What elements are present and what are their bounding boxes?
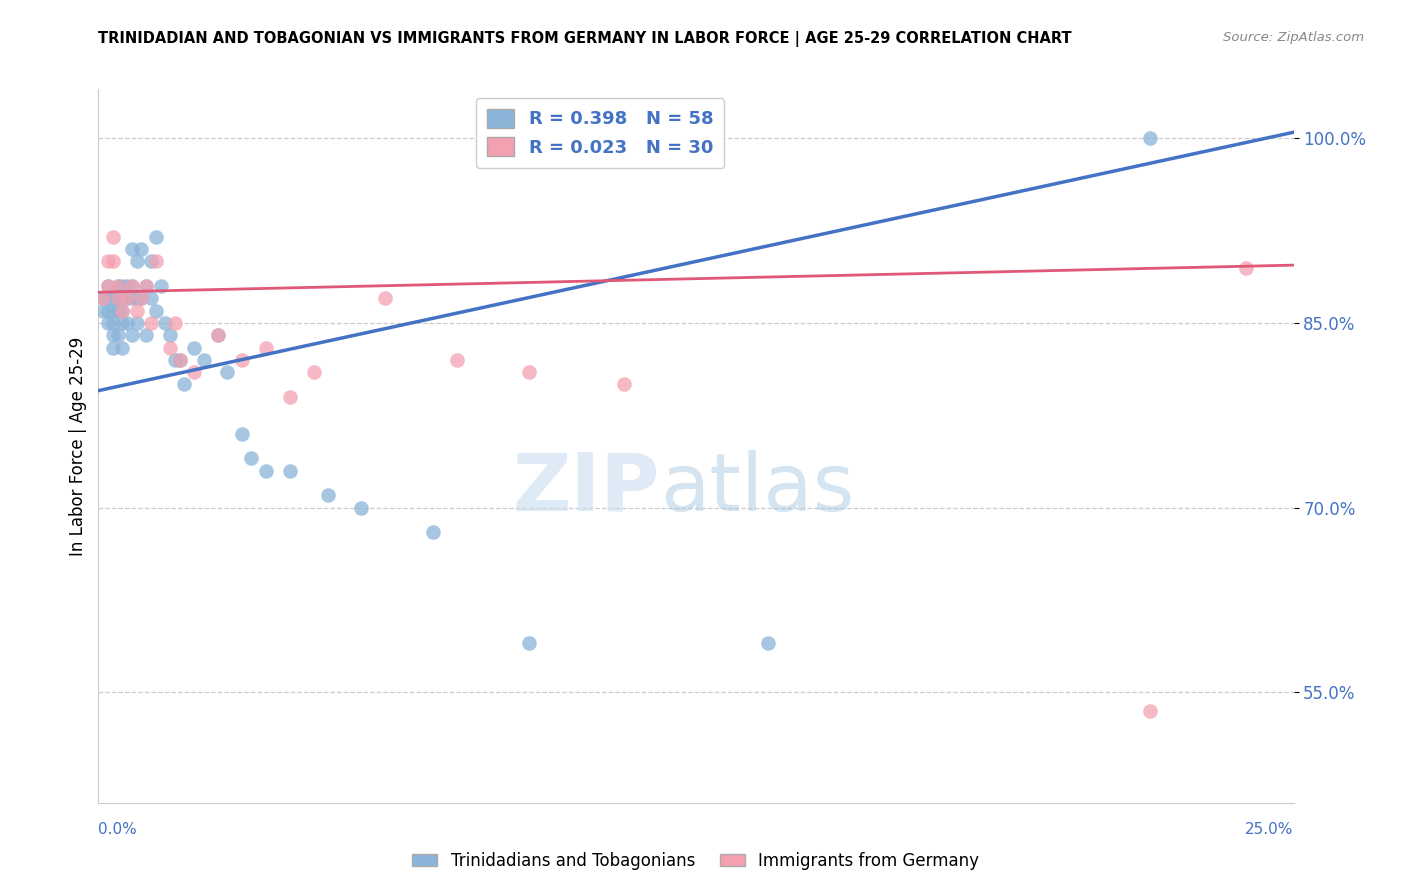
Point bbox=[613, 377, 636, 392]
Text: TRINIDADIAN AND TOBAGONIAN VS IMMIGRANTS FROM GERMANY IN LABOR FORCE | AGE 25-29: TRINIDADIAN AND TOBAGONIAN VS IMMIGRANTS… bbox=[98, 31, 1071, 47]
Text: 25.0%: 25.0% bbox=[1246, 822, 1294, 837]
Point bbox=[1139, 131, 1161, 145]
Point bbox=[159, 341, 181, 355]
Legend: Trinidadians and Tobagonians, Immigrants from Germany: Trinidadians and Tobagonians, Immigrants… bbox=[406, 846, 986, 877]
Y-axis label: In Labor Force | Age 25-29: In Labor Force | Age 25-29 bbox=[69, 336, 87, 556]
Point bbox=[254, 341, 277, 355]
Point bbox=[163, 352, 186, 367]
Point bbox=[101, 316, 124, 330]
Point bbox=[125, 254, 148, 268]
Point bbox=[101, 341, 124, 355]
Point bbox=[115, 291, 138, 305]
Point bbox=[107, 279, 129, 293]
Point bbox=[135, 279, 157, 293]
Point bbox=[173, 377, 195, 392]
Point bbox=[115, 316, 138, 330]
Point bbox=[121, 328, 143, 343]
Point bbox=[111, 279, 134, 293]
Point bbox=[135, 279, 157, 293]
Point bbox=[101, 303, 124, 318]
Point bbox=[517, 365, 540, 379]
Point bbox=[446, 352, 468, 367]
Point bbox=[183, 365, 205, 379]
Point bbox=[131, 291, 153, 305]
Point bbox=[139, 316, 162, 330]
Point bbox=[91, 303, 114, 318]
Point bbox=[101, 291, 124, 305]
Text: Source: ZipAtlas.com: Source: ZipAtlas.com bbox=[1223, 31, 1364, 45]
Point bbox=[155, 316, 177, 330]
Point bbox=[139, 254, 162, 268]
Point bbox=[115, 291, 138, 305]
Point bbox=[121, 291, 143, 305]
Point bbox=[207, 328, 229, 343]
Point bbox=[91, 291, 114, 305]
Point bbox=[97, 316, 120, 330]
Point bbox=[97, 303, 120, 318]
Point bbox=[121, 242, 143, 256]
Point bbox=[131, 291, 153, 305]
Point bbox=[1139, 704, 1161, 718]
Point bbox=[135, 328, 157, 343]
Point bbox=[350, 500, 373, 515]
Point bbox=[231, 352, 253, 367]
Point bbox=[145, 230, 167, 244]
Point bbox=[107, 291, 129, 305]
Point bbox=[183, 341, 205, 355]
Point bbox=[111, 303, 134, 318]
Point bbox=[101, 328, 124, 343]
Point bbox=[111, 291, 134, 305]
Point bbox=[97, 279, 120, 293]
Point bbox=[115, 279, 138, 293]
Point bbox=[278, 464, 301, 478]
Text: 0.0%: 0.0% bbox=[98, 822, 138, 837]
Point bbox=[169, 352, 191, 367]
Point bbox=[145, 254, 167, 268]
Point bbox=[91, 291, 114, 305]
Point bbox=[159, 328, 181, 343]
Point bbox=[97, 291, 120, 305]
Point bbox=[302, 365, 325, 379]
Point bbox=[121, 279, 143, 293]
Point bbox=[111, 341, 134, 355]
Point bbox=[149, 279, 172, 293]
Text: atlas: atlas bbox=[661, 450, 855, 528]
Point bbox=[517, 636, 540, 650]
Point bbox=[111, 316, 134, 330]
Point bbox=[121, 279, 143, 293]
Point bbox=[97, 254, 120, 268]
Point bbox=[101, 254, 124, 268]
Point bbox=[217, 365, 239, 379]
Point bbox=[101, 230, 124, 244]
Point bbox=[145, 303, 167, 318]
Text: ZIP: ZIP bbox=[513, 450, 661, 528]
Point bbox=[422, 525, 444, 540]
Point bbox=[107, 291, 129, 305]
Point bbox=[278, 390, 301, 404]
Point bbox=[374, 291, 396, 305]
Point bbox=[756, 636, 779, 650]
Point bbox=[125, 303, 148, 318]
Point bbox=[254, 464, 277, 478]
Point bbox=[316, 488, 339, 502]
Point bbox=[125, 291, 148, 305]
Point bbox=[207, 328, 229, 343]
Point bbox=[240, 451, 263, 466]
Point bbox=[111, 303, 134, 318]
Point bbox=[125, 316, 148, 330]
Point bbox=[107, 279, 129, 293]
Point bbox=[139, 291, 162, 305]
Point bbox=[231, 426, 253, 441]
Point bbox=[107, 303, 129, 318]
Point bbox=[169, 352, 191, 367]
Point bbox=[131, 242, 153, 256]
Point bbox=[163, 316, 186, 330]
Point bbox=[1234, 260, 1257, 275]
Point bbox=[107, 328, 129, 343]
Point bbox=[97, 279, 120, 293]
Point bbox=[193, 352, 215, 367]
